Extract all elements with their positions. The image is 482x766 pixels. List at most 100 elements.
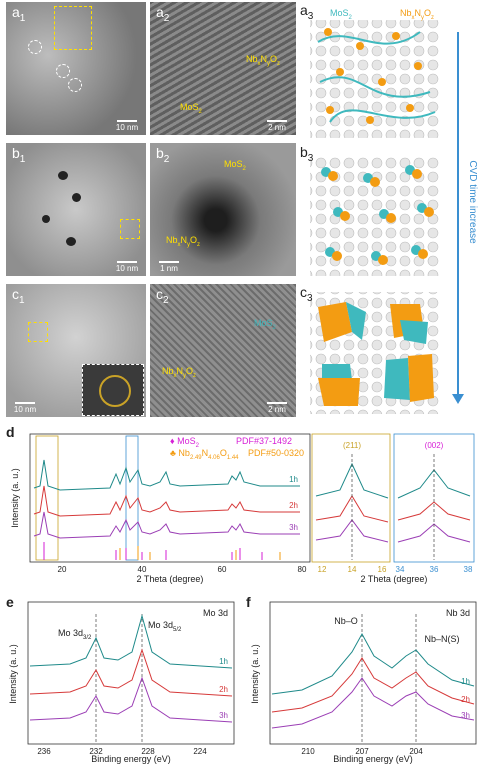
tem-c1: c1 10 nm — [6, 284, 146, 417]
schematic: CVD time increase a3 b3 c3 MoS2 NbxNyOz — [300, 2, 480, 417]
nb3d-xlabel: Binding energy (eV) — [333, 754, 413, 764]
xrd-main-frame — [29, 433, 311, 563]
scale-bar: 10 nm — [10, 402, 40, 414]
legend-nb-pdf: PDF#50-0320 — [248, 448, 305, 458]
mo3d-1h-line — [29, 614, 233, 669]
nb3d-title: Nb 3d — [446, 608, 470, 618]
annotation-nbno: NbxNyOz — [166, 235, 201, 248]
legend-mos2-pdf: PDF#37-1492 — [236, 436, 293, 446]
b3-particles — [321, 165, 434, 265]
panel-label-a3: a3 — [300, 2, 314, 22]
scale-bar: 2 nm — [262, 120, 292, 132]
peak-211: (211) — [343, 441, 361, 450]
a3-mos2-ribbons — [317, 31, 436, 123]
nb-pdf-sticks — [119, 546, 281, 560]
tem-b2: b2 MoS2 NbxNyOz 1 nm — [150, 143, 296, 276]
panel-label-b1: b1 — [12, 145, 26, 165]
particle — [72, 193, 81, 202]
xrd-xlabel2: 2 Theta (degree) — [361, 574, 428, 584]
saed-inset — [82, 364, 144, 416]
mo3d-title: Mo 3d — [203, 608, 228, 618]
panel-label-a1: a1 — [12, 4, 26, 24]
panel-f: f Intensity (a. u.) Binding energy (eV) … — [242, 594, 482, 764]
xrd-3h-line — [33, 511, 300, 539]
series-3h: 3h — [289, 523, 298, 532]
c3-particles — [318, 302, 434, 406]
xrd-ylabel: Intensity (a. u.) — [10, 468, 20, 528]
mo3d-svg: Intensity (a. u.) Binding energy (eV) 23… — [8, 601, 235, 764]
a3-legend-nbno: NbxNyOz — [400, 8, 435, 21]
annotation-mos2: MoS2 — [224, 159, 246, 172]
nb3d-3h: 3h — [461, 711, 470, 720]
tick-main-1: 40 — [138, 565, 147, 574]
mo3d-xlabel: Binding energy (eV) — [91, 754, 171, 764]
tick-main-3: 80 — [298, 565, 307, 574]
nb3d-2h: 2h — [461, 695, 470, 704]
tick-z2-2: 38 — [464, 565, 473, 574]
mos2-pdf-sticks — [43, 542, 263, 560]
series-1h: 1h — [289, 475, 298, 484]
panel-label-a2: a2 — [156, 4, 170, 24]
scale-bar: 1 nm — [154, 261, 184, 273]
a3-nb-clusters — [324, 28, 422, 124]
tick-z2-0: 34 — [396, 565, 405, 574]
panel-e: e Intensity (a. u.) Binding energy (eV) … — [0, 594, 240, 764]
panel-label-f: f — [246, 594, 251, 610]
mo3d-tick-2: 228 — [141, 747, 155, 756]
mo3d-3h-line — [29, 676, 233, 723]
zoom-box — [28, 322, 48, 342]
particle — [58, 171, 68, 180]
zoom-box — [120, 219, 140, 239]
annotation-mos2: MoS2 — [254, 318, 276, 331]
mo3d-tick-1: 232 — [89, 747, 103, 756]
nb3d-svg: Intensity (a. u.) Binding energy (eV) 21… — [250, 601, 477, 764]
mo3d-1h: 1h — [219, 657, 228, 666]
mo3d-2h: 2h — [219, 685, 228, 694]
particle — [42, 215, 50, 223]
mo3d-tick-0: 236 — [37, 747, 51, 756]
panel-label-b3: b3 — [300, 144, 314, 164]
series-2h: 2h — [289, 501, 298, 510]
xrd-zoom1-frame — [311, 433, 391, 563]
arrow-head — [452, 394, 464, 404]
annotation-nbno: NbxNyOz — [162, 366, 197, 379]
xrd-svg: Intensity (a. u.) 2 Theta (degree) 2 The… — [10, 433, 475, 584]
xrd-xlabel: 2 Theta (degree) — [137, 574, 204, 584]
tem-a1: a1 10 nm — [6, 2, 146, 135]
panel-label-c3: c3 — [300, 284, 313, 304]
mo3d-2h-line — [29, 648, 233, 697]
xrd-1h-line — [33, 459, 300, 491]
legend-mos2: ♦ MoS2 — [170, 436, 199, 449]
mo3d-tick-3: 224 — [193, 747, 207, 756]
mo3d-frame — [27, 601, 235, 745]
nb3d-tick-0: 210 — [301, 747, 315, 756]
particle — [66, 237, 76, 246]
mo3d-peak2: Mo 3d5/2 — [148, 620, 182, 633]
arrow-text: CVD time increase — [467, 160, 478, 244]
particle-circle — [28, 40, 42, 54]
nb3d-2h-line — [271, 657, 475, 713]
mo3d-peak1: Mo 3d3/2 — [58, 628, 92, 641]
scale-bar: 10 nm — [112, 120, 142, 132]
nb3d-1h-line — [271, 632, 475, 695]
tick-z2-1: 36 — [430, 565, 439, 574]
nb3d-tick-1: 207 — [355, 747, 369, 756]
tick-main-0: 20 — [58, 565, 67, 574]
schematic-svg: CVD time increase — [310, 20, 478, 414]
nb3d-ylabel: Intensity (a. u.) — [250, 644, 260, 704]
nb3d-peak1: Nb–O — [334, 616, 358, 626]
scale-bar: 10 nm — [112, 261, 142, 273]
nb3d-frame — [269, 601, 477, 745]
legend-nb: ♣ Nb2.49N4.06O1.44 — [170, 448, 239, 461]
tem-a2: a2 NbxNyOz MoS2 2 nm — [150, 2, 296, 135]
scale-bar: 2 nm — [262, 402, 292, 414]
panel-d: d Intensity (a. u.) 2 Theta (degree) 2 T… — [0, 424, 482, 586]
annotation-mos2: MoS2 — [180, 102, 202, 115]
panel-label-d: d — [6, 424, 15, 440]
nb3d-3h-line — [271, 677, 475, 729]
xrd-2h-line — [33, 485, 300, 517]
tem-b1: b1 10 nm — [6, 143, 146, 276]
tick-z1-0: 12 — [318, 565, 327, 574]
nb3d-1h: 1h — [461, 677, 470, 686]
tick-z1-2: 16 — [378, 565, 387, 574]
